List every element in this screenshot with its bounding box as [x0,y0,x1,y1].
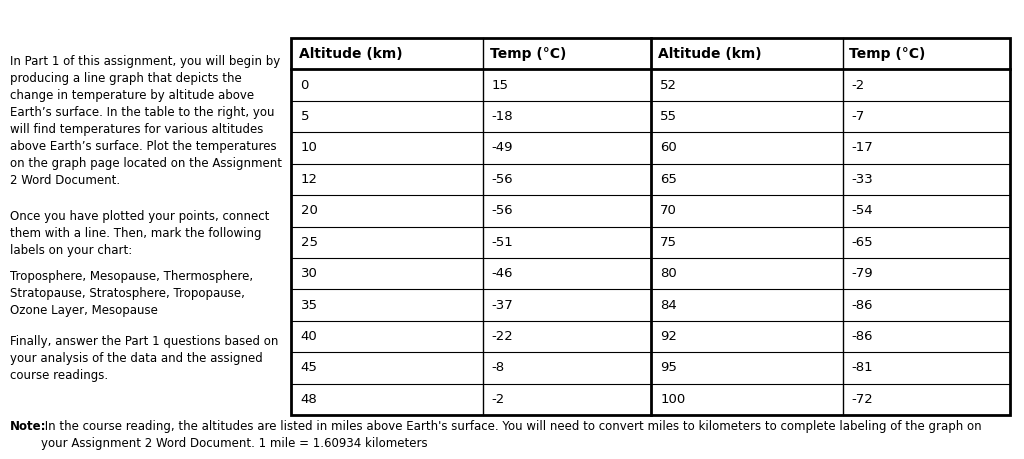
Bar [291,101,1010,132]
Bar [291,352,1010,384]
Text: -46: -46 [492,267,513,280]
Text: -54: -54 [851,204,872,217]
Bar [291,164,1010,195]
Text: -86: -86 [851,298,872,312]
Text: -65: -65 [851,236,872,249]
Text: 60: 60 [660,141,677,155]
Text: 40: 40 [301,330,317,343]
Text: Temp (°C): Temp (°C) [849,47,926,61]
Text: Temp (°C): Temp (°C) [489,47,566,61]
Text: 5: 5 [301,110,309,123]
Bar [291,132,1010,164]
Text: 92: 92 [660,330,677,343]
Text: Altitude (km): Altitude (km) [658,47,762,61]
Text: -81: -81 [851,361,872,375]
Text: 84: 84 [660,298,677,312]
Text: -79: -79 [851,267,872,280]
Text: -72: -72 [851,393,872,406]
Text: 52: 52 [660,78,677,92]
Text: -2: -2 [851,78,864,92]
Bar [291,258,1010,289]
Bar [291,321,1010,352]
Text: -37: -37 [492,298,513,312]
Text: Altitude (km): Altitude (km) [299,47,402,61]
Text: 55: 55 [660,110,677,123]
Text: Note:: Note: [10,420,46,433]
Bar [291,226,1010,258]
Text: 95: 95 [660,361,677,375]
Text: 35: 35 [301,298,317,312]
Text: -7: -7 [851,110,864,123]
Text: In Part 1 of this assignment, you will begin by
producing a line graph that depi: In Part 1 of this assignment, you will b… [10,55,282,187]
Text: 12: 12 [301,173,317,186]
Bar [291,289,1010,321]
Text: Troposphere, Mesopause, Thermosphere,
Stratopause, Stratosphere, Tropopause,
Ozo: Troposphere, Mesopause, Thermosphere, St… [10,270,253,317]
Text: -17: -17 [851,141,872,155]
Text: -2: -2 [492,393,505,406]
Text: -8: -8 [492,361,505,375]
Text: 48: 48 [301,393,317,406]
Text: 30: 30 [301,267,317,280]
Text: -22: -22 [492,330,513,343]
Text: 0: 0 [301,78,309,92]
Bar [291,69,1010,101]
Text: -56: -56 [492,204,513,217]
Text: -86: -86 [851,330,872,343]
Text: Once you have plotted your points, connect
them with a line. Then, mark the foll: Once you have plotted your points, conne… [10,210,269,257]
Text: -33: -33 [851,173,872,186]
Text: 80: 80 [660,267,677,280]
Text: 10: 10 [301,141,317,155]
Text: -56: -56 [492,173,513,186]
Bar [291,38,1010,415]
Text: Finally, answer the Part 1 questions based on
your analysis of the data and the : Finally, answer the Part 1 questions bas… [10,335,279,382]
Text: 25: 25 [301,236,317,249]
Bar [291,38,1010,69]
Text: -49: -49 [492,141,513,155]
Text: In the course reading, the altitudes are listed in miles above Earth's surface. : In the course reading, the altitudes are… [41,420,982,450]
Text: 70: 70 [660,204,677,217]
Text: 15: 15 [492,78,509,92]
Text: 45: 45 [301,361,317,375]
Bar [291,195,1010,226]
Text: 20: 20 [301,204,317,217]
Text: 75: 75 [660,236,677,249]
Text: -51: -51 [492,236,513,249]
Text: 100: 100 [660,393,685,406]
Text: -18: -18 [492,110,513,123]
Text: 65: 65 [660,173,677,186]
Bar [291,384,1010,415]
